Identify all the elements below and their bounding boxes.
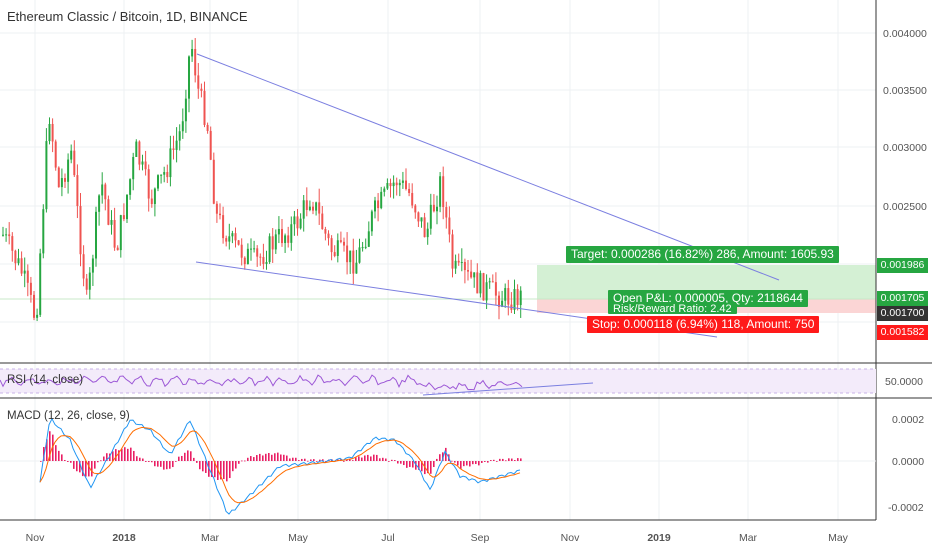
macd-histogram	[40, 431, 522, 482]
price-label: 0.004000	[883, 28, 927, 40]
pnl-badge[interactable]: Open P&L: 0.000005, Qty: 2118644	[608, 290, 808, 307]
upper-trendline[interactable]	[196, 53, 780, 281]
rsi-trendline[interactable]	[422, 382, 594, 396]
price-axis[interactable]: 0.004000 0.003500 0.003000 0.002500	[883, 28, 927, 213]
macd-axis: 0.0002 0.0000 -0.0002	[888, 414, 924, 514]
time-label: Mar	[201, 532, 220, 544]
macd-label[interactable]: MACD (12, 26, close, 9)	[7, 410, 130, 422]
rsi-band	[0, 369, 876, 393]
time-label: Nov	[561, 532, 580, 544]
time-label: 2019	[647, 532, 671, 544]
rsi-label[interactable]: RSI (14, close)	[7, 374, 84, 386]
time-label: 2018	[112, 532, 136, 544]
price-label: 0.002500	[883, 201, 927, 213]
time-axis[interactable]: Nov 2018 Mar May Jul Sep Nov 2019 Mar May	[26, 532, 849, 544]
macd-axis-label: -0.0002	[888, 502, 924, 514]
rsi-axis-label: 50.0000	[885, 376, 923, 388]
target-badge[interactable]: Target: 0.000286 (16.82%) 286, Amount: 1…	[566, 246, 839, 263]
price-candles	[2, 38, 522, 322]
time-label: Sep	[471, 532, 490, 544]
price-label: 0.003500	[883, 85, 927, 97]
rsi-line	[0, 374, 523, 391]
signal-line	[39, 426, 521, 504]
last-price-tag: 0.001700	[877, 306, 928, 321]
macd-line	[39, 417, 521, 515]
time-label: Jul	[381, 532, 394, 544]
time-label: May	[288, 532, 309, 544]
price-gridlines	[0, 32, 876, 323]
time-label: May	[828, 532, 849, 544]
open-price-tag: 0.001705	[877, 291, 928, 306]
stop-badge[interactable]: Stop: 0.000118 (6.94%) 118, Amount: 750	[587, 316, 820, 333]
time-label: Nov	[26, 532, 45, 544]
stop-price-tag: 0.001582	[877, 325, 928, 340]
price-label: 0.003000	[883, 142, 927, 154]
target-price-tag: 0.001986	[877, 258, 928, 273]
chart-title: Ethereum Classic / Bitcoin, 1D, BINANCE	[7, 9, 248, 24]
time-label: Mar	[739, 532, 758, 544]
macd-axis-label: 0.0000	[892, 456, 924, 468]
macd-axis-label: 0.0002	[892, 414, 924, 426]
risk-reward-badge[interactable]: Risk/Reward Ratio: 2.42	[608, 303, 737, 314]
